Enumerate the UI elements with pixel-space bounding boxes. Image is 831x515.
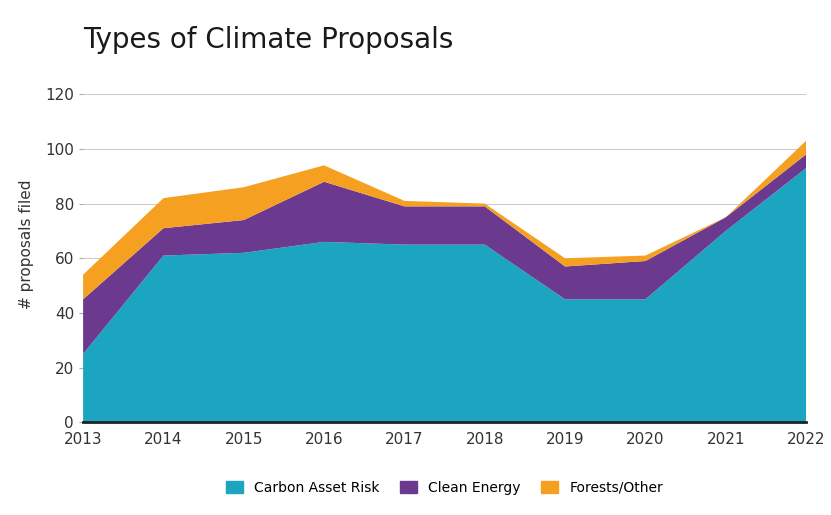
Y-axis label: # proposals filed: # proposals filed	[19, 180, 34, 310]
Legend: Carbon Asset Risk, Clean Energy, Forests/Other: Carbon Asset Risk, Clean Energy, Forests…	[221, 475, 668, 501]
Text: Types of Climate Proposals: Types of Climate Proposals	[83, 26, 454, 54]
